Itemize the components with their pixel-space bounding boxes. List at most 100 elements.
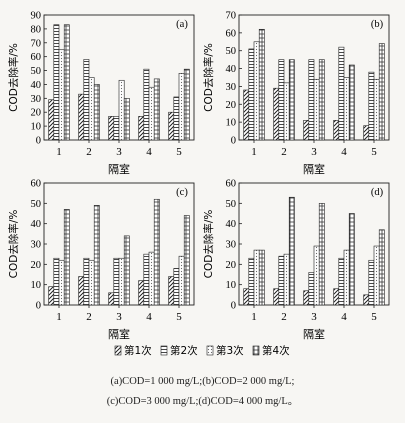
bar-c-series-2-cat-1 (53, 257, 60, 306)
bar-b-series-3-cat-1 (253, 41, 260, 141)
bar-c-series-3-cat-2 (88, 259, 95, 306)
x-axis-label: 隔室 (108, 162, 130, 176)
bar-d-series-1-cat-5 (363, 294, 370, 306)
bar-a-series-2-cat-1 (53, 24, 60, 141)
bar-d-series-2-cat-1 (248, 257, 255, 306)
legend-label-3: 第3次 (216, 344, 244, 357)
bar-b-series-2-cat-2 (278, 59, 285, 141)
y-axis-label: COD去除率/% (202, 43, 215, 112)
legend: 第1次 第2次 第3次 第4次 (114, 344, 290, 357)
y-tick-label: 10 (31, 122, 42, 133)
bar-b-series-3-cat-5 (373, 78, 380, 141)
y-tick-label: 10 (226, 118, 237, 129)
bar-d-series-3-cat-4 (343, 249, 350, 306)
bar-b-series-4-cat-5 (378, 43, 385, 141)
bar-a-series-4-cat-5 (183, 68, 190, 141)
bar-d-series-2-cat-3 (308, 272, 315, 306)
y-tick-label: 90 (31, 11, 42, 22)
bar-d-series-2-cat-2 (278, 255, 285, 306)
bar-d-series-2-cat-5 (368, 259, 375, 306)
bar-d-series-3-cat-5 (373, 245, 380, 306)
x-axis-label: 隔室 (303, 162, 325, 176)
bar-a-series-4-cat-2 (93, 84, 100, 141)
y-tick-label: 70 (31, 38, 42, 49)
bar-a-series-3-cat-3 (118, 79, 125, 141)
bar-b-series-2-cat-4 (338, 46, 345, 141)
bar-a-series-2-cat-3 (113, 116, 120, 141)
bar-c-series-2-cat-5 (173, 268, 180, 306)
legend-label-1: 第1次 (124, 344, 152, 357)
panel-b: 0 10 20 30 40 50 60 70 COD去除率/% (b) 1 2 3 4 5 隔室 (202, 11, 390, 176)
bar-b-series-1-cat-1 (243, 89, 250, 141)
bar-c-series-4-cat-1 (63, 209, 70, 306)
x-axis-label: 隔室 (303, 327, 325, 341)
bar-d-series-4-cat-5 (378, 229, 385, 306)
y-tick-label: 50 (226, 199, 237, 210)
x-tick-label: 3 (311, 146, 317, 158)
figure-caption-line-2: (c)COD=3 000 mg/L;(d)COD=4 000 mg/L。 (106, 396, 299, 407)
y-tick-label: 50 (31, 199, 42, 210)
y-tick-label: 20 (31, 108, 42, 119)
y-tick-label: 0 (36, 136, 41, 147)
bar-d-series-4-cat-1 (258, 249, 265, 306)
panel-c: 0 10 20 30 40 50 60 COD去除率/% (c) 1 2 3 4 5 隔室 (7, 179, 195, 341)
figure: 0 10 20 30 40 50 60 70 80 90 COD去除率/% (a) 1 2 3 4 5 隔室 0 10… (7, 11, 390, 357)
legend-swatch-2 (160, 345, 168, 356)
bar-d-series-3-cat-1 (253, 249, 260, 306)
y-tick-label: 50 (226, 46, 237, 57)
y-tick-label: 30 (31, 240, 42, 251)
y-tick-label: 40 (31, 219, 42, 230)
bar-b-series-4-cat-4 (348, 64, 355, 141)
y-tick-label: 0 (231, 301, 236, 312)
bar-c-series-4-cat-2 (93, 205, 100, 306)
y-tick-label: 10 (226, 280, 237, 291)
x-tick-label: 5 (176, 311, 182, 323)
x-tick-label: 1 (56, 311, 62, 323)
y-tick-label: 50 (31, 66, 42, 77)
bar-b-series-3-cat-3 (313, 78, 320, 141)
bar-b-series-1-cat-4 (333, 120, 340, 141)
x-tick-label: 5 (371, 311, 377, 323)
y-tick-label: 60 (226, 28, 237, 39)
bar-b-series-2-cat-3 (308, 59, 315, 141)
legend-swatch-3 (206, 345, 214, 356)
bar-b-series-4-cat-1 (258, 28, 265, 141)
bar-d-series-2-cat-4 (338, 257, 345, 306)
bar-b-series-2-cat-1 (248, 48, 255, 141)
y-tick-label: 20 (226, 260, 237, 271)
y-tick-label: 60 (31, 52, 42, 63)
y-tick-label: 30 (226, 82, 237, 93)
panel-tag: (b) (371, 19, 384, 30)
bar-a-series-3-cat-1 (58, 49, 65, 141)
bar-a-series-2-cat-4 (143, 68, 150, 141)
panel-tag: (c) (176, 187, 188, 198)
bar-a-series-1-cat-2 (78, 93, 85, 141)
y-tick-label: 60 (31, 179, 42, 190)
bar-a-series-1-cat-4 (138, 116, 145, 141)
x-tick-label: 2 (281, 146, 287, 158)
y-tick-label: 70 (226, 11, 237, 22)
x-tick-label: 5 (176, 146, 182, 158)
bar-b-series-1-cat-2 (273, 87, 280, 141)
bar-a-series-3-cat-5 (178, 73, 185, 141)
y-axis-label: COD去除率/% (7, 43, 20, 112)
bar-a-series-1-cat-5 (168, 111, 175, 141)
bar-c-series-1-cat-4 (138, 280, 145, 306)
y-tick-label: 30 (31, 94, 42, 105)
bar-b-series-3-cat-2 (283, 82, 290, 141)
panel-tag: (a) (176, 19, 188, 30)
bar-d-series-3-cat-3 (313, 245, 320, 306)
y-tick-label: 40 (226, 219, 237, 230)
bar-a-series-3-cat-2 (88, 77, 95, 141)
x-tick-label: 4 (341, 146, 347, 158)
bar-c-series-2-cat-2 (83, 257, 90, 306)
bar-c-series-2-cat-4 (143, 253, 150, 306)
panel-d: 0 10 20 30 40 50 60 COD去除率/% (d) 1 2 3 4 5 隔室 (202, 179, 390, 341)
y-tick-label: 80 (31, 24, 42, 35)
x-tick-label: 3 (116, 311, 122, 323)
legend-label-2: 第2次 (170, 344, 198, 357)
x-tick-label: 3 (116, 146, 122, 158)
x-axis-label: 隔室 (108, 327, 130, 341)
y-tick-label: 40 (31, 80, 42, 91)
bar-b-series-4-cat-2 (288, 59, 295, 141)
